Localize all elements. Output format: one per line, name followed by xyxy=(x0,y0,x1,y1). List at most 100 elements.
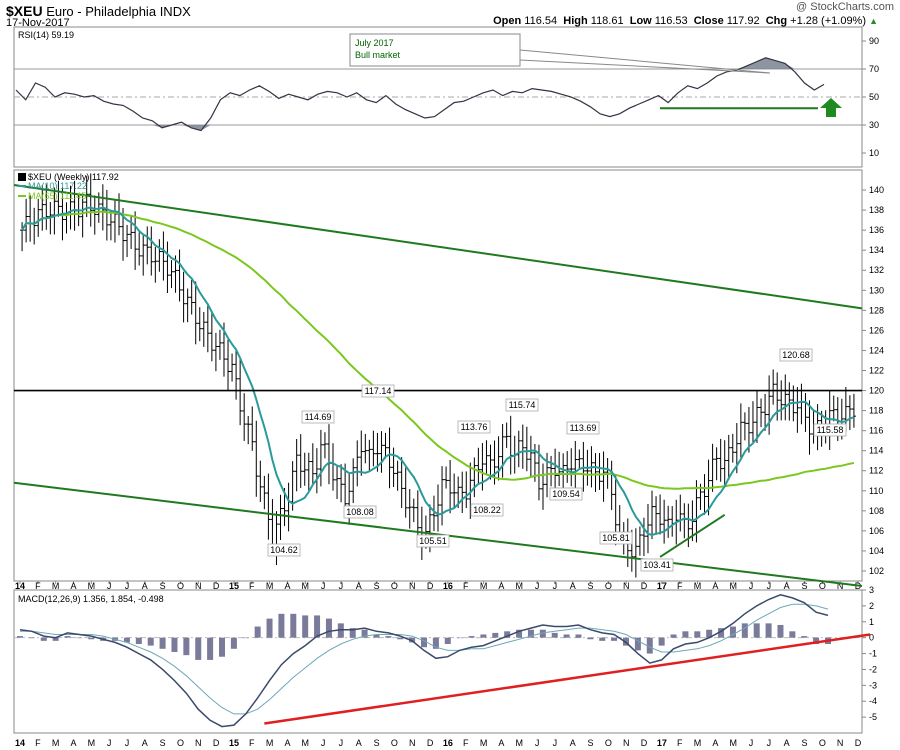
price-annotation: 114.69 xyxy=(305,412,332,422)
price-x-tick-label: J xyxy=(125,581,130,591)
macd-x-tick-label: D xyxy=(855,738,862,748)
chg-label: Chg xyxy=(765,15,788,27)
histogram-bar xyxy=(777,624,784,638)
macd-x-tick-label: M xyxy=(266,738,274,748)
price-y-tick-label: 122 xyxy=(869,365,884,375)
histogram-bar xyxy=(480,634,487,638)
macd-x-tick-label: S xyxy=(588,738,594,748)
macd-x-tick-label: J xyxy=(535,738,540,748)
histogram-bar xyxy=(670,634,677,638)
macd-x-tick-label: M xyxy=(88,738,96,748)
histogram-bar xyxy=(587,637,594,640)
price-x-tick-label: J xyxy=(107,581,112,591)
histogram-bar xyxy=(551,632,558,638)
price-annotation-box xyxy=(416,534,450,548)
price-x-tick-label: A xyxy=(712,581,718,591)
macd-x-tick-label: S xyxy=(160,738,166,748)
price-x-tick-label: N xyxy=(837,581,844,591)
histogram-bar xyxy=(444,637,451,645)
macd-y-tick-label: -4 xyxy=(869,696,877,706)
price-x-tick-label: N xyxy=(623,581,630,591)
price-annotation-box xyxy=(361,384,395,398)
price-x-tick-label: N xyxy=(409,581,416,591)
rsi-y-tick-label: 30 xyxy=(869,120,879,130)
price-x-tick-label: O xyxy=(391,581,398,591)
price-y-tick-label: 118 xyxy=(869,406,883,416)
macd-y-tick-label: 0 xyxy=(869,633,874,643)
price-annotation-box xyxy=(813,423,847,437)
macd-y-tick-label: 1 xyxy=(869,617,874,627)
macd-line xyxy=(19,594,829,728)
histogram-bar xyxy=(314,615,321,638)
signal-line xyxy=(20,603,829,715)
price-annotation-box xyxy=(457,420,491,434)
price-x-tick-label: F xyxy=(463,581,469,591)
price-annotation: 105.51 xyxy=(419,536,447,546)
price-annotation: 113.69 xyxy=(570,423,597,433)
histogram-bar xyxy=(266,618,273,638)
price-annotation: 113.76 xyxy=(461,422,488,432)
histogram-bar xyxy=(290,613,297,638)
chart-date: 17-Nov-2017 xyxy=(6,17,70,29)
price-x-tick-label: M xyxy=(52,581,60,591)
macd-x-tick-label: A xyxy=(784,738,790,748)
price-y-tick-label: 108 xyxy=(869,506,884,516)
rsi-oversold-fill xyxy=(16,125,824,131)
price-x-tick-label: J xyxy=(535,581,540,591)
histogram-bar xyxy=(207,637,214,660)
macd-y-tick-label: 3 xyxy=(869,585,874,595)
macd-x-tick-label: 15 xyxy=(229,738,239,748)
up-triangle-icon: ▲ xyxy=(869,16,878,26)
histogram-bar xyxy=(397,637,404,640)
price-x-tick-label: A xyxy=(284,581,290,591)
histogram-bar xyxy=(539,629,546,638)
histogram-bar xyxy=(302,615,309,638)
macd-x-tick-label: O xyxy=(819,738,826,748)
trendline xyxy=(13,184,863,310)
ma10-line xyxy=(21,206,855,536)
legend-swatch-price xyxy=(18,173,26,181)
price-annotation-box xyxy=(343,505,377,519)
price-y-tick-label: 140 xyxy=(869,185,884,195)
macd-y-tick-label: -1 xyxy=(869,649,877,659)
histogram-bar xyxy=(765,623,772,638)
price-x-tick-label: J xyxy=(749,581,754,591)
price-y-tick-label: 134 xyxy=(869,245,884,255)
histogram-bar xyxy=(183,637,190,656)
price-x-tick-label: M xyxy=(694,581,702,591)
price-annotation-box xyxy=(505,398,539,412)
price-x-tick-label: S xyxy=(588,581,594,591)
price-x-tick-label: M xyxy=(729,581,737,591)
histogram-bar xyxy=(135,637,142,645)
price-annotation: 115.74 xyxy=(509,400,536,410)
annotation-leader-line xyxy=(519,49,771,74)
price-x-tick-label: M xyxy=(88,581,96,591)
histogram-bar xyxy=(159,637,166,649)
rsi-legend: RSI(14) 59.19 xyxy=(18,30,74,40)
macd-x-tick-label: D xyxy=(427,738,434,748)
open-value: 116.54 xyxy=(524,15,558,27)
histogram-bar xyxy=(230,637,237,649)
macd-x-tick-label: A xyxy=(284,738,290,748)
histogram-bar xyxy=(753,623,760,638)
histogram-bar xyxy=(349,628,356,638)
price-x-tick-label: J xyxy=(339,581,344,591)
price-x-tick-label: A xyxy=(356,581,362,591)
histogram-bar xyxy=(718,628,725,638)
annotation-text: Bull market xyxy=(355,50,401,60)
histogram-bar xyxy=(611,637,618,641)
histogram-bar xyxy=(468,636,475,638)
macd-x-tick-label: F xyxy=(249,738,255,748)
macd-x-tick-label: O xyxy=(391,738,398,748)
histogram-bar xyxy=(421,637,427,648)
histogram-bar xyxy=(658,637,665,646)
price-annotation-box xyxy=(549,487,583,501)
macd-x-tick-label: A xyxy=(356,738,362,748)
macd-x-tick-label: 14 xyxy=(15,738,25,748)
price-annotation-box xyxy=(779,348,813,362)
histogram-bar xyxy=(527,629,534,638)
price-annotation: 120.68 xyxy=(782,350,810,360)
macd-x-tick-label: A xyxy=(70,738,76,748)
price-panel-frame xyxy=(13,169,863,582)
